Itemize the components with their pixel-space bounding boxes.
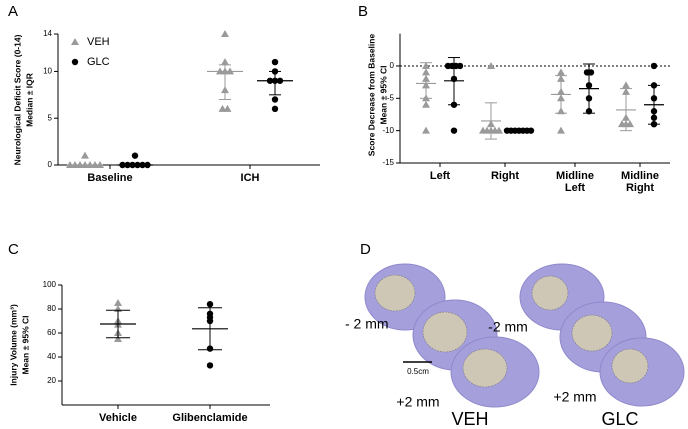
image-label: VEH — [451, 409, 488, 429]
data-point — [223, 104, 232, 112]
data-point — [456, 62, 464, 70]
y-axis-label: Median ± IQR — [24, 73, 34, 127]
legend-label: GLC — [87, 56, 110, 68]
y-tick-label: -15 — [382, 158, 394, 167]
data-point — [271, 96, 279, 103]
y-tick-label: 0 — [48, 160, 53, 169]
y-tick-label: -5 — [387, 93, 395, 102]
y-axis-label: Neurological Deficit Score (0-14) — [12, 34, 22, 165]
x-tick-label: Vehicle — [99, 412, 137, 424]
data-point — [527, 127, 535, 134]
data-point — [450, 127, 458, 134]
data-point — [131, 152, 139, 159]
image-label: 0.5cm — [407, 367, 429, 376]
x-tick-label: Midline Left — [556, 170, 594, 194]
data-point — [487, 61, 495, 69]
panel-letter: C — [8, 241, 19, 258]
data-point — [271, 58, 279, 66]
y-axis-label: Mean ± 95% CI — [378, 66, 388, 125]
x-tick-label-line: Midline — [556, 170, 594, 182]
data-point — [495, 126, 503, 134]
image-label: -2 mm — [488, 319, 528, 335]
x-tick-label: ICH — [241, 172, 260, 184]
data-point — [622, 81, 630, 89]
y-tick-label: 60 — [47, 328, 56, 337]
y-tick-label: 100 — [43, 280, 57, 289]
brain-slices — [364, 263, 685, 408]
data-point — [557, 126, 565, 134]
y-tick-label: -10 — [382, 126, 394, 135]
image-label: +2 mm — [553, 389, 596, 405]
panel-letter: B — [358, 3, 368, 20]
x-tick-label-line: Right — [626, 182, 654, 194]
data-point — [221, 30, 229, 37]
y-tick-label: 10 — [43, 67, 52, 76]
image-label: GLC — [601, 409, 638, 429]
y-tick-label: 40 — [47, 352, 56, 361]
panel-letter: A — [8, 3, 18, 20]
image-label: - 2 mm — [345, 316, 389, 332]
data-point — [557, 68, 565, 76]
data-point — [626, 120, 634, 128]
y-tick-label: 5 — [48, 113, 53, 122]
legend-label: VEH — [87, 36, 110, 48]
y-tick-label: 0 — [390, 61, 395, 70]
y-axis-label: Injury Volume (mm³) — [8, 304, 18, 386]
image-label: +2 mm — [396, 394, 439, 410]
data-point — [206, 301, 214, 308]
x-tick-label-line: Midline — [621, 170, 659, 182]
data-point — [422, 126, 430, 134]
y-axis-label: Score Decrease from Baseline — [366, 34, 376, 157]
data-point — [114, 299, 122, 306]
data-point — [422, 100, 430, 108]
x-tick-label: Right — [491, 170, 519, 182]
data-point — [271, 105, 279, 113]
data-point — [221, 58, 229, 66]
x-tick-label: Midline Right — [621, 170, 659, 194]
y-tick-label: 14 — [43, 29, 52, 38]
legend-marker — [71, 38, 79, 45]
x-tick-label: Glibenclamide — [172, 412, 247, 424]
x-tick-label: Baseline — [87, 172, 132, 184]
legend-marker — [71, 58, 79, 66]
data-point — [114, 335, 122, 342]
x-tick-label: Left — [430, 170, 451, 182]
data-point — [650, 62, 658, 70]
data-point — [81, 151, 89, 159]
panel-letter: D — [360, 241, 371, 258]
y-axis-label: Mean ± 95% CI — [20, 316, 30, 375]
y-tick-label: 20 — [47, 376, 56, 385]
x-tick-label-line: Left — [565, 182, 586, 194]
y-tick-label: 80 — [47, 304, 56, 313]
data-point — [206, 362, 214, 369]
